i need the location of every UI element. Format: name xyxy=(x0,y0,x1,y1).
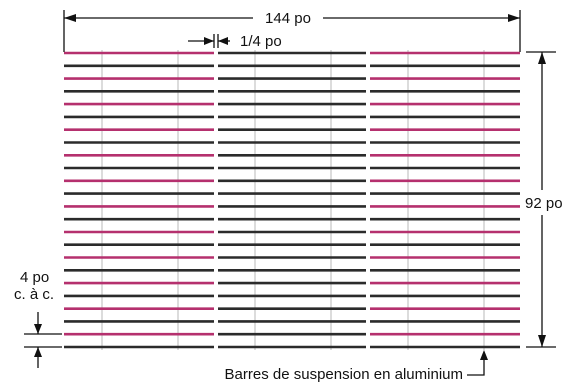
gap-dimension: 1/4 po xyxy=(188,33,282,50)
spacing-label-line1: 4 po xyxy=(20,269,49,286)
hanger-leader xyxy=(467,358,485,376)
height-dimension: 92 po xyxy=(525,51,563,348)
width-dimension: 144 po xyxy=(63,10,521,52)
hanger-label: Barres de suspension en aluminium xyxy=(225,366,463,383)
height-arrow-top xyxy=(538,52,546,64)
width-label: 144 po xyxy=(265,10,311,27)
spacing-arrow-top xyxy=(34,324,42,334)
hanger-arrow xyxy=(480,350,488,360)
gap-arrow-right xyxy=(218,37,228,45)
hanger-callout: Barres de suspension en aluminium xyxy=(225,350,488,383)
height-arrow-bottom xyxy=(538,335,546,347)
hanger-bars xyxy=(101,50,485,350)
spacing-dimension: 4 po c. à c. xyxy=(14,269,62,368)
width-arrow-right xyxy=(508,14,520,22)
ceiling-strips xyxy=(64,51,520,349)
spacing-arrow-bottom xyxy=(34,347,42,357)
width-arrow-left xyxy=(64,14,76,22)
gap-arrow-left xyxy=(204,37,214,45)
gap-label: 1/4 po xyxy=(240,33,282,50)
height-label: 92 po xyxy=(525,195,563,212)
spacing-label-line2: c. à c. xyxy=(14,286,54,303)
